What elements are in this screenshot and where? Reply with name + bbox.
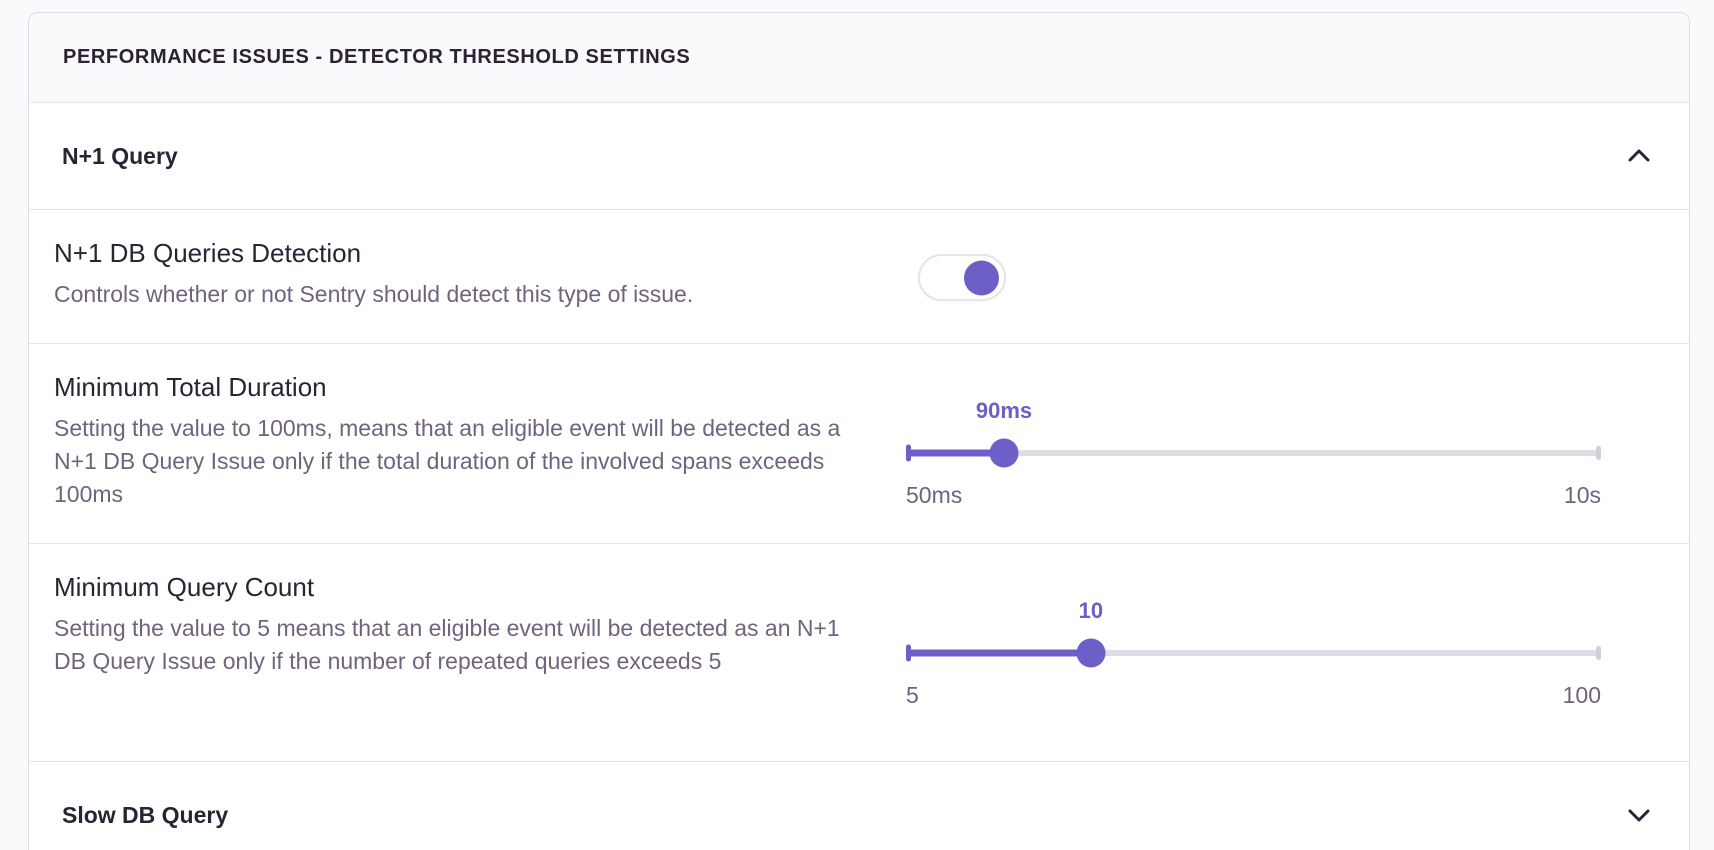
chevron-down-icon[interactable] [1625, 805, 1653, 825]
field-control-min-query-count: 10 5 100 [906, 572, 1601, 709]
min-total-duration-value-label: 90ms [975, 398, 1033, 423]
panel-title: PERFORMANCE ISSUES - DETECTOR THRESHOLD … [63, 46, 691, 68]
field-label-min-query-count: Minimum Query Count [54, 572, 315, 602]
section-row-slow-db-query[interactable]: Slow DB Query [29, 762, 1689, 850]
section-row-n1-query[interactable]: N+1 Query [29, 103, 1689, 210]
min-query-count-min-label: 5 [906, 682, 919, 708]
min-query-count-slider-knob[interactable] [1076, 638, 1106, 668]
field-text-detection: N+1 DB Queries Detection Controls whethe… [54, 238, 854, 311]
field-control-min-total-duration: 90ms 50ms 10s [906, 372, 1601, 509]
chevron-up-icon[interactable] [1625, 146, 1653, 166]
slider-end-cap [1596, 646, 1601, 660]
panel-header: PERFORMANCE ISSUES - DETECTOR THRESHOLD … [29, 13, 1689, 103]
slider-fill [906, 449, 1004, 457]
section-title-slow-db-query: Slow DB Query [62, 801, 229, 828]
min-total-duration-min-label: 50ms [906, 482, 963, 508]
slider-value-row: 90ms [906, 398, 1601, 424]
field-control-detection [906, 238, 1601, 301]
field-description-min-total-duration: Setting the value to 100ms, means that a… [54, 415, 841, 507]
min-total-duration-max-label: 10s [1563, 482, 1601, 508]
field-label-min-total-duration: Minimum Total Duration [54, 372, 327, 402]
field-row-min-query-count: Minimum Query Count Setting the value to… [29, 544, 1689, 762]
min-query-count-value-label: 10 [1078, 598, 1104, 623]
slider-track [906, 450, 1601, 456]
slider-end-cap [1596, 446, 1601, 460]
slider-value-row: 10 [906, 598, 1601, 624]
min-total-duration-slider: 90ms 50ms 10s [906, 398, 1601, 509]
min-query-count-slider: 10 5 100 [906, 598, 1601, 709]
section-title-n1-query: N+1 Query [62, 142, 178, 169]
min-total-duration-slider-rail[interactable] [906, 438, 1601, 468]
detection-toggle-knob[interactable] [964, 260, 999, 295]
detection-toggle[interactable] [918, 254, 1006, 301]
min-query-count-max-label: 100 [1562, 682, 1601, 708]
field-label-detection: N+1 DB Queries Detection [54, 238, 362, 268]
min-query-count-slider-rail[interactable] [906, 638, 1601, 668]
slider-minmax-labels: 5 100 [906, 682, 1601, 709]
detector-threshold-panel: PERFORMANCE ISSUES - DETECTOR THRESHOLD … [28, 12, 1690, 850]
field-text-min-query-count: Minimum Query Count Setting the value to… [54, 572, 854, 678]
field-row-min-total-duration: Minimum Total Duration Setting the value… [29, 344, 1689, 544]
slider-track [906, 650, 1601, 656]
slider-fill [906, 649, 1091, 657]
min-total-duration-slider-knob[interactable] [989, 438, 1019, 468]
slider-start-cap [906, 644, 911, 662]
slider-minmax-labels: 50ms 10s [906, 482, 1601, 509]
slider-start-cap [906, 444, 911, 462]
field-text-min-total-duration: Minimum Total Duration Setting the value… [54, 372, 854, 511]
field-description-min-query-count: Setting the value to 5 means that an eli… [54, 615, 840, 674]
field-description-detection: Controls whether or not Sentry should de… [54, 281, 694, 307]
field-row-detection: N+1 DB Queries Detection Controls whethe… [29, 210, 1689, 344]
